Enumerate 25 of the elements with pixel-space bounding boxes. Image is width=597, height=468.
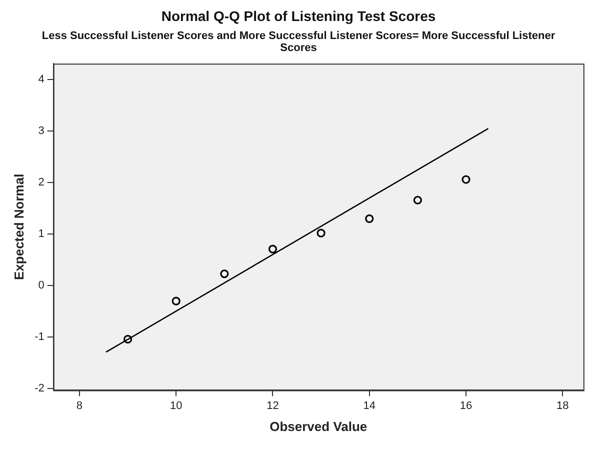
point <box>365 214 374 223</box>
x-axis-title: Observed Value <box>270 418 368 434</box>
point <box>220 269 229 278</box>
x-tick-label: 18 <box>556 400 569 412</box>
point <box>316 228 326 238</box>
chart-title: Normal Q-Q Plot of Listening Test Scores <box>160 8 437 24</box>
y-tick-label: 3 <box>38 125 44 138</box>
chart-subtitle: Less Successful Listener Scores and More Successful Listener Scores= More Successful Listener Scores <box>40 30 556 54</box>
y-tick-label: 4 <box>38 74 44 86</box>
point <box>462 175 470 184</box>
point <box>413 196 422 204</box>
y-tick-label: 1 <box>38 228 44 240</box>
point <box>123 334 132 344</box>
point <box>172 296 180 306</box>
x-tick-label: 8 <box>76 400 83 412</box>
point <box>268 244 278 254</box>
y-tick-label: -1 <box>34 331 44 344</box>
y-tick-label: -2 <box>34 382 44 395</box>
y-axis-title: Expected Normal <box>11 174 26 280</box>
x-tick-label: 12 <box>266 400 279 412</box>
x-tick-label: 16 <box>460 400 472 412</box>
y-tick-label: 0 <box>38 280 44 292</box>
x-tick-label: 10 <box>170 400 182 412</box>
x-tick-label: 14 <box>363 400 376 412</box>
y-tick-label: 2 <box>38 176 44 189</box>
